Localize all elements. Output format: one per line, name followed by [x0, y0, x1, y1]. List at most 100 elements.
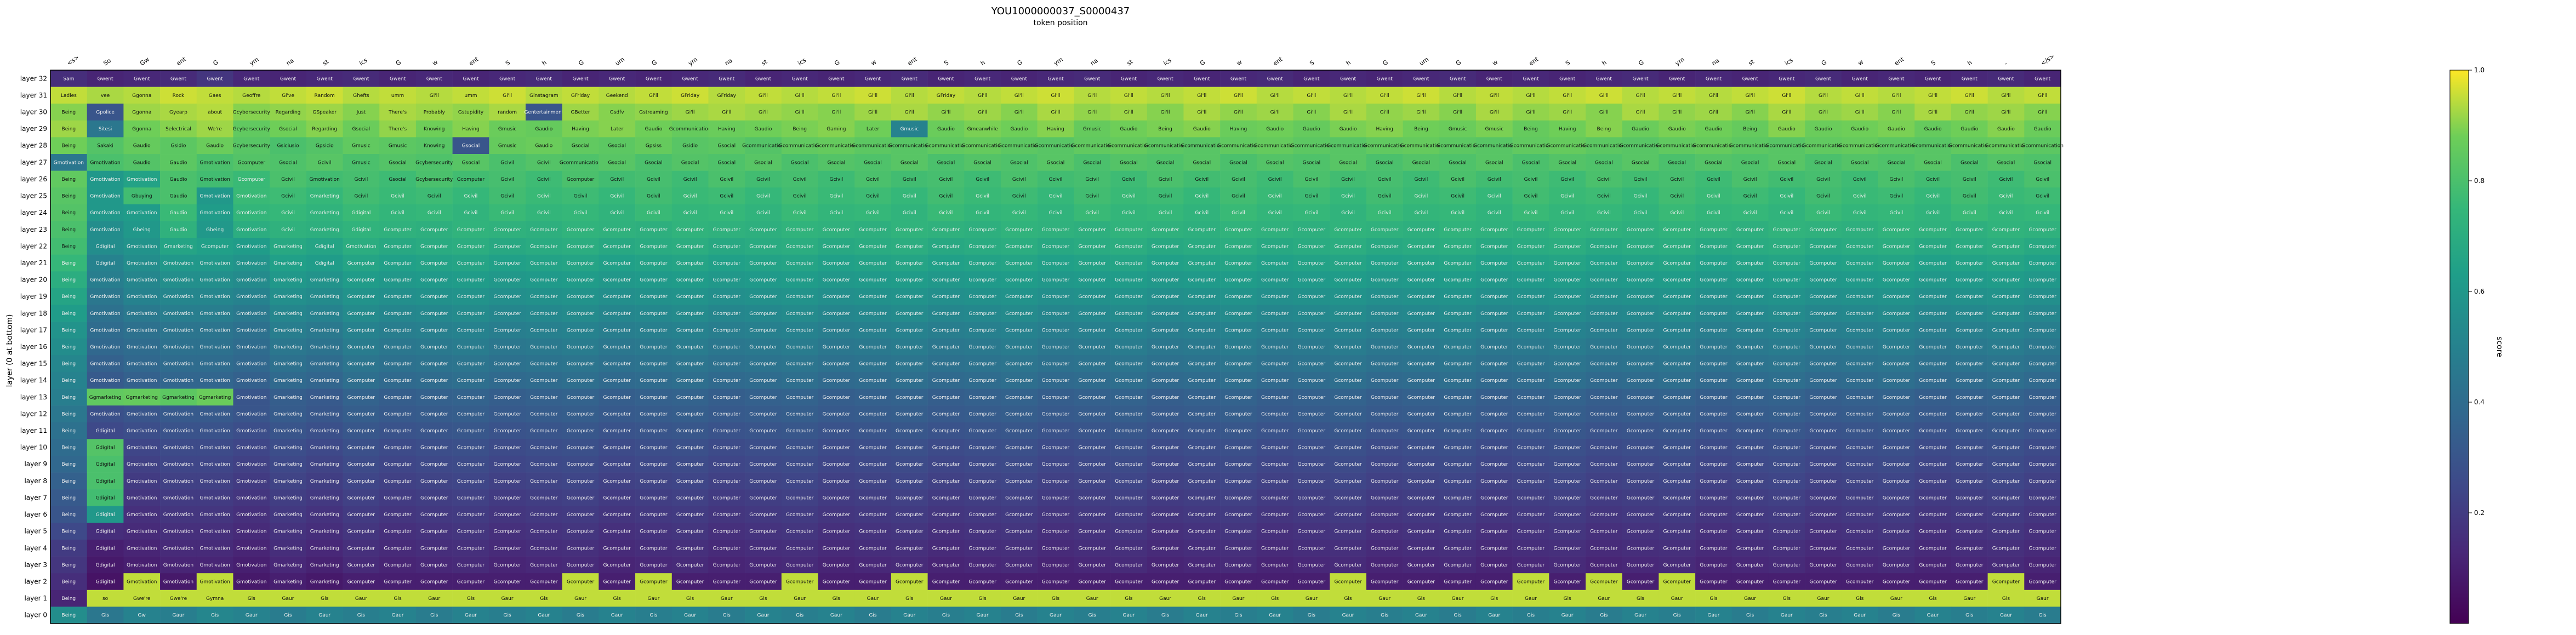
heatmap-cell	[1475, 170, 1513, 188]
cell-label: Gis	[101, 613, 109, 619]
cell-label: Gmarketing	[310, 462, 339, 467]
cell-label: Gi've	[282, 93, 294, 99]
heatmap-cell	[1805, 271, 1842, 289]
heatmap-cell	[1914, 104, 1952, 121]
cell-label: Gmarketing	[273, 278, 303, 283]
heatmap-cell	[1731, 154, 1769, 171]
heatmap-cell	[1183, 70, 1221, 87]
cell-label: Gcomputer	[347, 411, 375, 417]
heatmap-cell	[1731, 355, 1769, 373]
heatmap-cell	[671, 104, 709, 121]
heatmap-cell	[781, 87, 818, 104]
cell-label: Gcomputer	[1590, 261, 1618, 266]
cell-label: Being	[1597, 127, 1611, 132]
cell-label: Gcomputer	[420, 261, 448, 266]
cell-label: Gaudio	[169, 177, 187, 182]
cell-label: Gis	[1125, 596, 1132, 602]
cell-label: Gcomputer	[530, 411, 558, 417]
cell-label: Gmotivation	[200, 529, 230, 535]
cell-label: Gcomputer	[896, 395, 924, 401]
cell-label: Gcomputer	[1956, 563, 1984, 568]
cell-label: Gi'll	[1526, 110, 1536, 116]
heatmap-cell	[379, 405, 417, 423]
cell-label: Gcomputer	[1627, 345, 1655, 350]
cell-label: Gcomputer	[1553, 227, 1581, 233]
cell-label: Gcivil	[866, 194, 880, 199]
cell-label: Gcomputer	[932, 378, 960, 384]
cell-label: GFriday	[571, 93, 590, 99]
heatmap-cell	[1220, 371, 1257, 389]
heatmap-cell	[1586, 238, 1623, 255]
heatmap-cell	[1914, 204, 1952, 221]
heatmap-cell	[1549, 104, 1586, 121]
heatmap-cell	[1037, 338, 1074, 356]
cell-label: Gwent	[1852, 76, 1868, 82]
cell-label: Gcomputer	[859, 495, 887, 501]
heatmap-cell	[818, 355, 855, 373]
heatmap-cell	[1220, 70, 1257, 87]
cell-label: Gdigital	[96, 462, 115, 467]
cell-label: Gmotivation	[90, 160, 120, 165]
heatmap-cell	[196, 355, 233, 373]
cell-label: Gcomputer	[1553, 428, 1581, 434]
heatmap-cell	[1110, 305, 1148, 322]
cell-label: Gmarketing	[273, 328, 303, 333]
heatmap-cell	[562, 388, 599, 406]
heatmap-cell	[599, 271, 636, 289]
cell-label: Gcomputer	[1152, 411, 1179, 417]
cell-label: Gmotivation	[90, 278, 120, 283]
cell-label: Gcomputer	[1261, 261, 1289, 266]
cell-label: Gcomputer	[2028, 244, 2056, 249]
heatmap-cell	[1074, 322, 1111, 339]
heatmap-cell	[1768, 87, 1805, 104]
cell-label: Gcomputer	[493, 278, 521, 283]
cell-label: Gcomputer	[1846, 227, 1874, 233]
cell-label: Gcomputer	[823, 328, 851, 333]
cell-label: Gcomputer	[823, 563, 851, 568]
heatmap-cell	[1805, 170, 1842, 188]
heatmap-cell	[1037, 405, 1074, 423]
heatmap-cell	[87, 338, 124, 356]
cell-label: Gcomputer	[457, 345, 485, 350]
heatmap-cell	[1330, 322, 1367, 339]
cell-label: Gcivil	[1268, 194, 1282, 199]
heatmap-cell	[891, 322, 928, 339]
heatmap-cell	[1293, 388, 1330, 406]
heatmap-cell	[415, 388, 453, 406]
heatmap-cell	[87, 254, 124, 272]
cell-label: Gcomputer	[1334, 328, 1362, 333]
heatmap-cell	[745, 288, 782, 305]
heatmap-cell	[452, 187, 489, 205]
heatmap-cell	[635, 305, 673, 322]
cell-label: Gcomputer	[1407, 278, 1435, 283]
cell-label: Gcomputer	[603, 411, 631, 417]
heatmap-cell	[1695, 405, 1732, 423]
heatmap-cell	[489, 355, 526, 373]
cell-label: Gmotivation	[200, 278, 230, 283]
cell-label: Gcomputer	[457, 563, 485, 568]
cell-label: Gcomputer	[1590, 512, 1618, 518]
heatmap-cell	[1731, 238, 1769, 255]
cell-label: Gis	[686, 596, 694, 602]
cell-label: Gwent	[134, 76, 150, 82]
cell-label: Gcomputer	[1078, 428, 1106, 434]
heatmap-cell	[1147, 221, 1184, 238]
heatmap-cell	[1987, 254, 2025, 272]
cell-label: Gcomputer	[1444, 244, 1472, 249]
heatmap-cell	[87, 154, 124, 171]
heatmap-cell	[1549, 371, 1586, 389]
cell-label: Gwent	[609, 76, 625, 82]
cell-label: Gwent	[865, 76, 881, 82]
cell-label: Gmarketing	[310, 345, 339, 350]
heatmap-cell	[599, 355, 636, 373]
heatmap-cell	[964, 70, 1001, 87]
heatmap-cell	[489, 187, 526, 205]
cell-label: Rock	[173, 93, 185, 99]
cell-label: Gwent	[1267, 76, 1284, 82]
cell-label: Gcivil	[1963, 194, 1976, 199]
cell-label: Gmotivation	[127, 244, 157, 249]
cell-label: Gcomputer	[786, 261, 814, 266]
heatmap-cell	[270, 238, 307, 255]
cell-label: Gcomputer	[1152, 462, 1179, 467]
heatmap-cell	[1366, 338, 1403, 356]
